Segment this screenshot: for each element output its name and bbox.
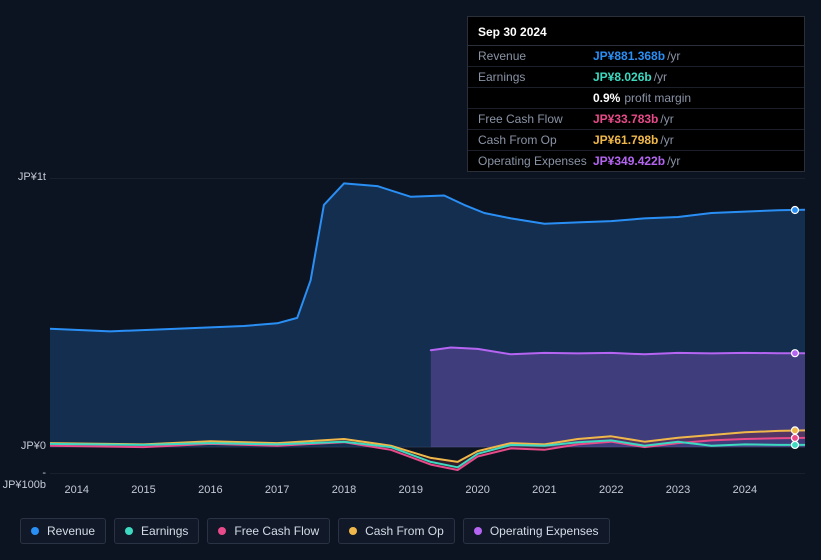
- y-tick-label: JP¥1t: [0, 171, 46, 183]
- y-tick-label: JP¥0: [0, 440, 46, 452]
- tooltip-value: 0.9%: [593, 91, 620, 105]
- x-tick-label: 2017: [265, 484, 289, 496]
- tooltip-value: JP¥61.798b: [593, 133, 658, 147]
- legend-label: Earnings: [141, 524, 188, 538]
- legend-label: Revenue: [47, 524, 95, 538]
- x-tick-label: 2014: [64, 484, 88, 496]
- x-tick-label: 2020: [465, 484, 489, 496]
- legend-dot-icon: [218, 527, 226, 535]
- tooltip-row: Free Cash FlowJP¥33.783b /yr: [468, 109, 804, 130]
- y-tick-label: -JP¥100b: [0, 467, 46, 491]
- legend-item-earnings[interactable]: Earnings: [114, 518, 199, 544]
- legend-label: Operating Expenses: [490, 524, 599, 538]
- tooltip-panel: Sep 30 2024RevenueJP¥881.368b /yrEarning…: [467, 16, 805, 172]
- x-tick-label: 2015: [131, 484, 155, 496]
- legend-item-operating-expenses[interactable]: Operating Expenses: [463, 518, 610, 544]
- tooltip-label: Cash From Op: [478, 133, 593, 147]
- financial-chart: [50, 178, 805, 474]
- tooltip-row: EarningsJP¥8.026b /yr: [468, 67, 804, 88]
- x-tick-label: 2021: [532, 484, 556, 496]
- tooltip-suffix: /yr: [660, 112, 673, 126]
- legend-item-revenue[interactable]: Revenue: [20, 518, 106, 544]
- x-tick-label: 2016: [198, 484, 222, 496]
- legend-item-cash-from-op[interactable]: Cash From Op: [338, 518, 455, 544]
- legend-dot-icon: [31, 527, 39, 535]
- legend-dot-icon: [125, 527, 133, 535]
- tooltip-label: Operating Expenses: [478, 154, 593, 168]
- tooltip-row: Operating ExpensesJP¥349.422b /yr: [468, 151, 804, 171]
- tooltip-value: JP¥8.026b: [593, 70, 652, 84]
- tooltip-row: 0.9% profit margin: [468, 88, 804, 109]
- tooltip-suffix: /yr: [654, 70, 667, 84]
- tooltip-note: profit margin: [624, 91, 691, 105]
- legend-label: Free Cash Flow: [234, 524, 319, 538]
- tooltip-row: Cash From OpJP¥61.798b /yr: [468, 130, 804, 151]
- tooltip-value: JP¥881.368b: [593, 49, 665, 63]
- x-tick-label: 2023: [666, 484, 690, 496]
- x-tick-label: 2019: [399, 484, 423, 496]
- tooltip-value: JP¥349.422b: [593, 154, 665, 168]
- tooltip-row: RevenueJP¥881.368b /yr: [468, 46, 804, 67]
- legend-dot-icon: [349, 527, 357, 535]
- chart-container: [50, 178, 805, 474]
- tooltip-label: Earnings: [478, 70, 593, 84]
- legend-dot-icon: [474, 527, 482, 535]
- tooltip-suffix: /yr: [660, 133, 673, 147]
- chart-legend: Revenue Earnings Free Cash Flow Cash From O…: [20, 518, 610, 544]
- x-tick-label: 2018: [332, 484, 356, 496]
- tooltip-label: Revenue: [478, 49, 593, 63]
- x-tick-label: 2022: [599, 484, 623, 496]
- legend-label: Cash From Op: [365, 524, 444, 538]
- tooltip-date: Sep 30 2024: [468, 21, 804, 46]
- tooltip-label: Free Cash Flow: [478, 112, 593, 126]
- tooltip-label: [478, 91, 593, 105]
- x-tick-label: 2024: [733, 484, 757, 496]
- legend-item-free-cash-flow[interactable]: Free Cash Flow: [207, 518, 330, 544]
- tooltip-value: JP¥33.783b: [593, 112, 658, 126]
- tooltip-suffix: /yr: [667, 154, 680, 168]
- tooltip-suffix: /yr: [667, 49, 680, 63]
